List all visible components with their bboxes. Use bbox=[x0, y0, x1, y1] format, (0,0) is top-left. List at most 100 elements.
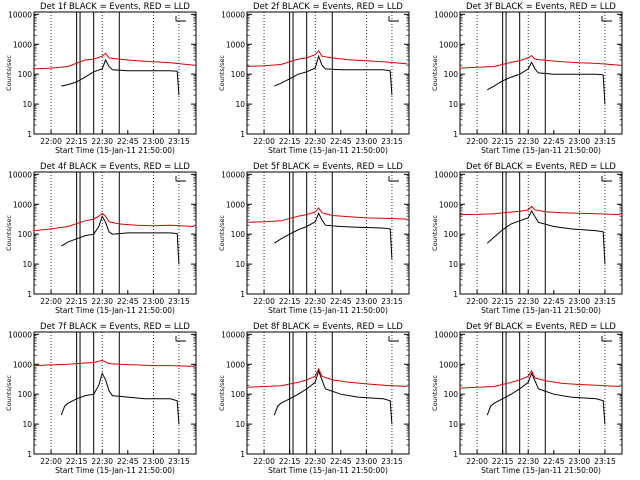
x-axis-label: Start Time (15-Jan-11 21:50:00) bbox=[481, 466, 601, 475]
y-tick-label: 1000 bbox=[439, 200, 458, 209]
y-tick-label: 10 bbox=[448, 260, 458, 269]
x-tick-label: 22:30 bbox=[304, 297, 326, 306]
y-tick-label: 10000 bbox=[221, 10, 245, 19]
events-series-line bbox=[273, 369, 393, 425]
x-tick-label: 23:15 bbox=[594, 457, 616, 466]
x-tick-label: 22:00 bbox=[466, 457, 488, 466]
y-tick-label: 1000 bbox=[439, 360, 458, 369]
plot-frame bbox=[33, 331, 197, 455]
x-tick-label: 22:15 bbox=[492, 137, 514, 146]
x-axis-label: Start Time (15-Jan-11 21:50:00) bbox=[55, 306, 175, 315]
x-tick-label: 22:30 bbox=[91, 297, 113, 306]
y-tick-label: 10000 bbox=[434, 330, 458, 339]
detector-panel: Det 3f BLACK = Events, RED = LLD 1 10 100 10… bbox=[431, 2, 623, 155]
y-tick-label: 10000 bbox=[434, 10, 458, 19]
x-tick-label: 22:30 bbox=[91, 137, 113, 146]
legend-marker-icon bbox=[175, 176, 186, 182]
x-axis-label: Start Time (15-Jan-11 21:50:00) bbox=[268, 306, 388, 315]
y-tick-label: 1 bbox=[27, 130, 32, 139]
y-tick-label: 1 bbox=[27, 450, 32, 459]
y-tick-label: 1 bbox=[27, 290, 32, 299]
y-tick-label: 1 bbox=[240, 290, 245, 299]
y-tick-label: 10000 bbox=[8, 170, 32, 179]
y-axis-label: Counts/sec bbox=[431, 215, 439, 251]
lld-series-line bbox=[459, 205, 621, 216]
y-tick-label: 1 bbox=[453, 130, 458, 139]
y-tick-label: 1000 bbox=[13, 200, 32, 209]
x-tick-label: 22:15 bbox=[492, 457, 514, 466]
plot-frame bbox=[459, 11, 623, 135]
y-tick-label: 100 bbox=[18, 70, 33, 79]
detector-panel: Det 8f BLACK = Events, RED = LLD 1 10 100 10… bbox=[218, 322, 410, 475]
y-axis-label: Counts/sec bbox=[218, 55, 226, 91]
lld-series-line bbox=[33, 359, 195, 367]
y-tick-label: 1 bbox=[453, 290, 458, 299]
x-tick-label: 22:00 bbox=[466, 297, 488, 306]
x-tick-label: 23:15 bbox=[381, 457, 403, 466]
y-tick-label: 1000 bbox=[13, 40, 32, 49]
lld-series-line bbox=[459, 54, 621, 69]
y-tick-label: 10000 bbox=[434, 170, 458, 179]
legend-marker-icon bbox=[601, 16, 612, 22]
x-axis-label: Start Time (15-Jan-11 21:50:00) bbox=[55, 466, 175, 475]
events-series-line bbox=[61, 58, 180, 96]
y-tick-label: 1 bbox=[240, 450, 245, 459]
y-tick-label: 100 bbox=[231, 390, 246, 399]
x-tick-label: 22:15 bbox=[66, 137, 88, 146]
events-series-line bbox=[60, 371, 180, 425]
x-tick-label: 23:00 bbox=[143, 297, 165, 306]
x-tick-label: 22:15 bbox=[279, 457, 301, 466]
legend-marker-icon bbox=[388, 16, 399, 22]
x-tick-label: 23:15 bbox=[168, 297, 190, 306]
x-tick-label: 23:15 bbox=[168, 457, 190, 466]
x-tick-label: 22:15 bbox=[492, 297, 514, 306]
x-tick-label: 23:00 bbox=[569, 297, 591, 306]
lld-series-line bbox=[246, 50, 408, 67]
panel-title: Det 2f BLACK = Events, RED = LLD bbox=[253, 2, 403, 12]
x-tick-label: 22:30 bbox=[517, 297, 539, 306]
lld-series-line bbox=[246, 367, 408, 388]
detector-panel: Det 2f BLACK = Events, RED = LLD 1 10 100 10… bbox=[218, 2, 410, 155]
lld-series-line bbox=[33, 212, 195, 232]
y-axis-label: Counts/sec bbox=[5, 215, 13, 251]
plot-frame bbox=[33, 171, 197, 295]
legend-marker-icon bbox=[601, 176, 612, 182]
detector-panel: Det 1f BLACK = Events, RED = LLD 1 10 100 10… bbox=[5, 2, 197, 155]
y-tick-label: 100 bbox=[444, 390, 459, 399]
plot-frame bbox=[246, 331, 410, 455]
events-series-line bbox=[487, 61, 606, 105]
x-tick-label: 22:15 bbox=[279, 137, 301, 146]
y-tick-label: 1000 bbox=[226, 200, 245, 209]
x-tick-label: 22:00 bbox=[253, 137, 275, 146]
x-tick-label: 23:15 bbox=[594, 297, 616, 306]
x-tick-label: 22:30 bbox=[304, 137, 326, 146]
y-tick-label: 100 bbox=[231, 70, 246, 79]
x-tick-label: 22:15 bbox=[66, 457, 88, 466]
lld-series-line bbox=[33, 52, 195, 70]
y-axis-label: Counts/sec bbox=[431, 55, 439, 91]
x-tick-label: 22:45 bbox=[543, 457, 565, 466]
y-tick-label: 10 bbox=[235, 420, 245, 429]
plot-frame bbox=[246, 171, 410, 295]
x-tick-label: 22:30 bbox=[517, 137, 539, 146]
y-tick-label: 100 bbox=[18, 390, 33, 399]
events-series-line bbox=[274, 54, 393, 96]
x-tick-label: 22:45 bbox=[330, 137, 352, 146]
x-tick-label: 22:30 bbox=[91, 457, 113, 466]
x-tick-label: 22:45 bbox=[330, 297, 352, 306]
y-tick-label: 1000 bbox=[439, 40, 458, 49]
y-tick-label: 10000 bbox=[221, 170, 245, 179]
x-tick-label: 23:00 bbox=[569, 457, 591, 466]
y-tick-label: 100 bbox=[444, 70, 459, 79]
y-tick-label: 100 bbox=[231, 230, 246, 239]
y-tick-label: 1000 bbox=[226, 360, 245, 369]
x-tick-label: 23:00 bbox=[143, 137, 165, 146]
x-axis-label: Start Time (15-Jan-11 21:50:00) bbox=[268, 466, 388, 475]
panel-title: Det 6f BLACK = Events, RED = LLD bbox=[466, 162, 616, 172]
y-tick-label: 10 bbox=[22, 420, 32, 429]
x-axis-label: Start Time (15-Jan-11 21:50:00) bbox=[268, 146, 388, 155]
panel-title: Det 7f BLACK = Events, RED = LLD bbox=[40, 322, 190, 332]
x-tick-label: 22:45 bbox=[330, 457, 352, 466]
x-tick-label: 22:45 bbox=[543, 297, 565, 306]
